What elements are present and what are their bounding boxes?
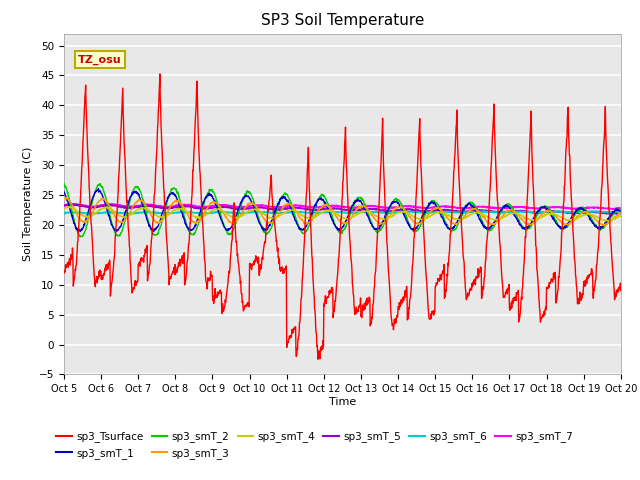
- sp3_smT_5: [428, 207, 436, 213]
- Line: sp3_smT_1: sp3_smT_1: [64, 189, 621, 232]
- sp3_smT_6: [520, 209, 527, 215]
- sp3_smT_7: [617, 205, 625, 211]
- sp3_smT_4: [64, 204, 72, 209]
- sp3_smT_5: [617, 210, 625, 216]
- Line: sp3_smT_5: sp3_smT_5: [64, 204, 621, 214]
- sp3_smT_3: [61, 195, 68, 201]
- sp3_smT_7: [609, 206, 616, 212]
- sp3_smT_3: [601, 223, 609, 229]
- sp3_smT_5: [60, 203, 68, 209]
- sp3_smT_2: [617, 207, 625, 213]
- sp3_Tsurface: [568, 211, 576, 217]
- Legend: sp3_Tsurface, sp3_smT_1, sp3_smT_2, sp3_smT_3, sp3_smT_4, sp3_smT_5, sp3_smT_6, : sp3_Tsurface, sp3_smT_1, sp3_smT_2, sp3_…: [52, 427, 577, 463]
- sp3_smT_2: [520, 225, 528, 231]
- sp3_smT_3: [428, 207, 436, 213]
- sp3_smT_7: [292, 203, 300, 208]
- sp3_smT_7: [520, 204, 527, 210]
- sp3_smT_5: [279, 206, 287, 212]
- sp3_smT_6: [553, 208, 561, 214]
- sp3_smT_1: [76, 229, 84, 235]
- sp3_smT_6: [617, 209, 625, 215]
- sp3_smT_6: [279, 210, 287, 216]
- sp3_Tsurface: [279, 271, 287, 276]
- sp3_smT_3: [520, 218, 527, 224]
- Line: sp3_smT_6: sp3_smT_6: [64, 211, 621, 214]
- sp3_smT_7: [428, 205, 436, 211]
- sp3_smT_2: [97, 180, 104, 186]
- sp3_smT_5: [520, 209, 527, 215]
- sp3_smT_3: [292, 209, 300, 215]
- sp3_smT_4: [428, 213, 436, 218]
- sp3_smT_4: [60, 206, 68, 212]
- sp3_smT_2: [76, 234, 84, 240]
- sp3_Tsurface: [156, 71, 164, 77]
- sp3_smT_4: [292, 208, 300, 214]
- sp3_Tsurface: [314, 356, 322, 362]
- Line: sp3_smT_3: sp3_smT_3: [64, 198, 621, 226]
- sp3_smT_7: [568, 205, 575, 211]
- sp3_smT_2: [184, 226, 191, 231]
- sp3_smT_3: [279, 204, 287, 210]
- sp3_smT_4: [617, 213, 625, 218]
- sp3_smT_1: [280, 194, 287, 200]
- sp3_smT_7: [60, 202, 68, 208]
- sp3_smT_3: [60, 195, 68, 201]
- Line: sp3_smT_7: sp3_smT_7: [64, 204, 621, 209]
- sp3_smT_4: [520, 214, 527, 219]
- sp3_smT_5: [292, 205, 300, 211]
- sp3_smT_7: [184, 202, 191, 207]
- sp3_Tsurface: [184, 258, 191, 264]
- sp3_smT_5: [568, 210, 575, 216]
- sp3_smT_1: [293, 221, 301, 227]
- sp3_smT_1: [429, 199, 436, 205]
- sp3_smT_3: [184, 210, 191, 216]
- sp3_smT_4: [605, 218, 612, 224]
- Title: SP3 Soil Temperature: SP3 Soil Temperature: [260, 13, 424, 28]
- Text: TZ_osu: TZ_osu: [78, 55, 122, 65]
- sp3_smT_3: [568, 219, 575, 225]
- sp3_smT_2: [568, 216, 576, 222]
- sp3_smT_1: [617, 209, 625, 215]
- sp3_Tsurface: [429, 309, 436, 314]
- sp3_smT_6: [60, 211, 68, 216]
- sp3_smT_5: [613, 211, 621, 217]
- Y-axis label: Soil Temperature (C): Soil Temperature (C): [23, 147, 33, 261]
- sp3_smT_2: [429, 198, 436, 204]
- Line: sp3_Tsurface: sp3_Tsurface: [64, 74, 621, 359]
- sp3_smT_2: [60, 181, 68, 187]
- sp3_smT_5: [69, 202, 77, 207]
- sp3_smT_6: [90, 211, 98, 216]
- sp3_smT_6: [428, 210, 436, 216]
- sp3_smT_1: [520, 225, 528, 231]
- Line: sp3_smT_2: sp3_smT_2: [64, 183, 621, 237]
- sp3_smT_1: [95, 186, 102, 192]
- sp3_smT_4: [279, 211, 287, 217]
- sp3_smT_6: [184, 209, 191, 215]
- sp3_smT_3: [617, 210, 625, 216]
- sp3_smT_7: [65, 201, 73, 207]
- sp3_smT_7: [279, 204, 287, 210]
- sp3_smT_1: [184, 226, 191, 231]
- sp3_Tsurface: [292, 354, 300, 360]
- sp3_smT_4: [184, 208, 191, 214]
- sp3_smT_6: [292, 209, 300, 215]
- sp3_smT_1: [568, 213, 576, 219]
- sp3_Tsurface: [60, 270, 68, 276]
- Line: sp3_smT_4: sp3_smT_4: [64, 206, 621, 221]
- sp3_smT_2: [280, 193, 287, 199]
- sp3_smT_5: [184, 203, 191, 209]
- sp3_smT_6: [568, 210, 576, 216]
- sp3_Tsurface: [617, 288, 625, 294]
- X-axis label: Time: Time: [329, 397, 356, 407]
- sp3_smT_4: [568, 217, 575, 223]
- sp3_Tsurface: [520, 260, 528, 266]
- sp3_smT_2: [293, 218, 301, 224]
- sp3_smT_1: [60, 189, 68, 194]
